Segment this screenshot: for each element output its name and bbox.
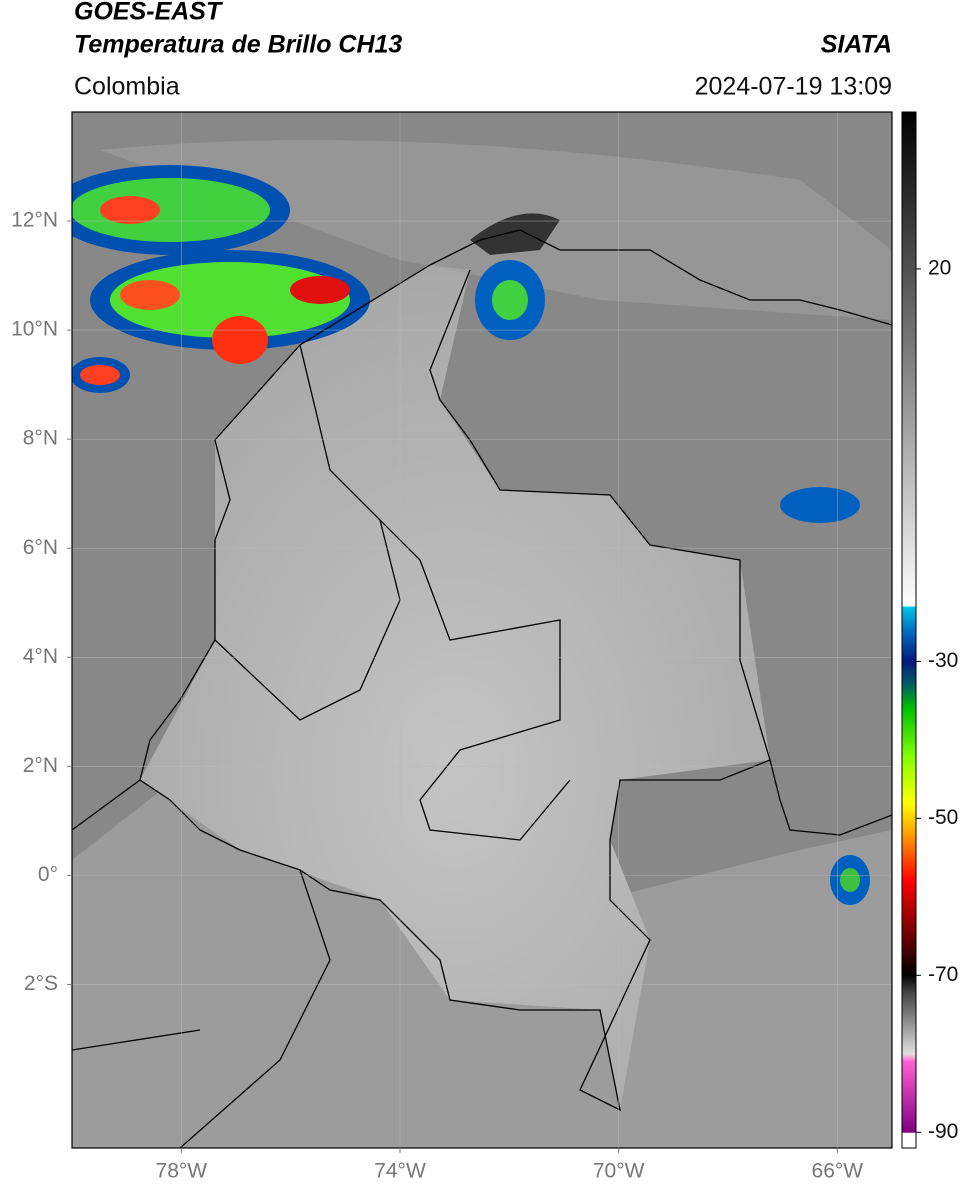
lon-tick-label: 78°W <box>156 1160 208 1183</box>
lat-tick-label: 2°N <box>23 754 58 777</box>
grid <box>72 112 892 1148</box>
datetime: 2024-07-19 13:09 <box>695 73 892 101</box>
region: Colombia <box>74 73 180 101</box>
land-area <box>140 265 770 1110</box>
title-line1: GOES-EAST <box>74 0 224 26</box>
lat-tick-label: 8°N <box>23 427 58 450</box>
lat-tick-label: 10°N <box>11 318 58 341</box>
map-frame <box>71 111 893 1149</box>
colorbar-tick-label: -90 <box>928 1120 958 1143</box>
colorbar-tick-label: -70 <box>928 963 958 986</box>
colorbar-tick-label: -30 <box>928 649 958 672</box>
satellite-map <box>72 112 892 1148</box>
lat-tick-label: 0° <box>38 863 58 886</box>
axes: 78°W 74°W 70°W 66°W 12°N 10°N 8°N 6°N 4°N 2°N 0° 2°… <box>11 209 863 1183</box>
lon-tick-label: 66°W <box>812 1160 864 1183</box>
dark-area <box>470 213 560 255</box>
colorbar-tick-label: -50 <box>928 806 958 829</box>
colorbar: 20 -30 -50 -70 -90 <box>901 111 958 1149</box>
colorbar-bar <box>901 111 917 1149</box>
lat-tick-label: 12°N <box>11 209 58 232</box>
lat-tick-label: 2°S <box>24 972 58 995</box>
lon-tick-label: 74°W <box>374 1160 426 1183</box>
colorbar-tick-label: 20 <box>928 257 951 280</box>
title-line2: Temperatura de Brillo CH13 <box>74 31 402 59</box>
lat-tick-label: 6°N <box>23 536 58 559</box>
lat-tick-label: 4°N <box>23 645 58 668</box>
source: SIATA <box>821 31 892 59</box>
borders <box>72 229 892 1148</box>
lon-tick-label: 70°W <box>593 1160 645 1183</box>
convection <box>72 165 870 905</box>
